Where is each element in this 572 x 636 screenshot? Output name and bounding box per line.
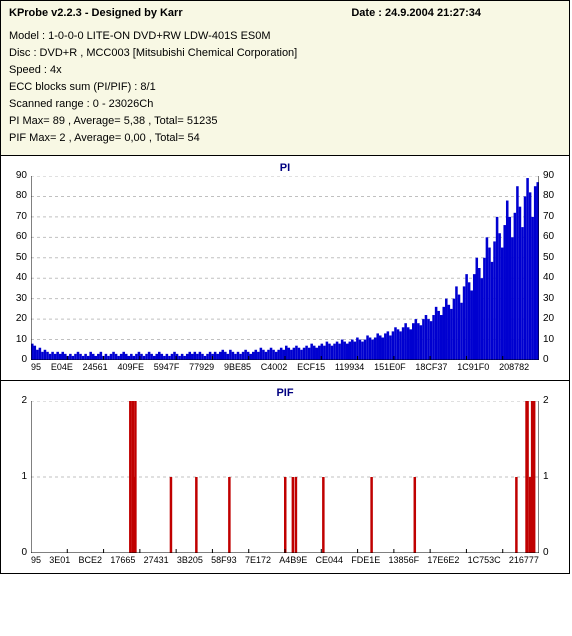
- y-tick-label: 2: [7, 395, 27, 406]
- x-tick-label: 1C91F0: [457, 362, 489, 372]
- x-tick-label: A4B9E: [279, 555, 307, 565]
- y-tick-label: 0: [543, 354, 563, 365]
- x-tick-label: ECF15: [297, 362, 325, 372]
- y-tick-label: 70: [7, 211, 27, 222]
- info-line: Model : 1-0-0-0 LITE-ON DVD+RW LDW-401S …: [9, 28, 561, 45]
- x-tick-label: 3E01: [49, 555, 70, 565]
- y-tick-label: 1: [543, 471, 563, 482]
- x-tick-labels: 95 3E01 BCE2 17665 27431 3B205 58F93 7E172 A4B9E…: [31, 553, 539, 565]
- y-tick-label: 10: [7, 334, 27, 345]
- y-tick-label: 2: [543, 395, 563, 406]
- pif-chart: 001122953E01BCE217665274313B20558F937E17…: [7, 401, 563, 569]
- x-tick-label: 13856F: [389, 555, 420, 565]
- pi-chart-title: PI: [5, 162, 565, 174]
- info-line: Scanned range : 0 - 23026Ch: [9, 96, 561, 113]
- x-tick-labels: 95 E04E 24561 409FE 5947F 77929 9BE85 C4002 ECF1…: [31, 360, 539, 372]
- x-tick-label: 58F93: [211, 555, 237, 565]
- x-tick-label: 24561: [83, 362, 108, 372]
- y-tick-label: 80: [543, 190, 563, 201]
- x-tick-label: 208782: [499, 362, 529, 372]
- x-tick-label: BCE2: [79, 555, 103, 565]
- info-line: Disc : DVD+R , MCC003 [Mitsubishi Chemic…: [9, 45, 561, 62]
- y-tick-label: 40: [543, 272, 563, 283]
- pif-chart-panel: PIF 0 0 1 1 2 2 95 3E01 BCE2 17665 27431 3B205 58F93…: [1, 381, 569, 573]
- x-tick-label: 17665: [110, 555, 135, 565]
- x-tick-label: 95: [31, 555, 41, 565]
- y-tick-label: 10: [543, 334, 563, 345]
- info-line: ECC blocks sum (PI/PIF) : 8/1: [9, 79, 561, 96]
- x-tick-label: FDE1E: [351, 555, 380, 565]
- x-tick-label: 3B205: [177, 555, 203, 565]
- pi-chart: 0010102020303040405050606070708080909095…: [7, 176, 563, 376]
- x-tick-label: 17E6E2: [427, 555, 459, 565]
- x-tick-label: E04E: [51, 362, 73, 372]
- y-tick-label: 30: [543, 293, 563, 304]
- y-tick-label: 50: [543, 252, 563, 263]
- x-tick-label: 409FE: [117, 362, 144, 372]
- y-tick-label: 20: [7, 313, 27, 324]
- scan-date: Date : 24.9.2004 21:27:34: [351, 5, 561, 22]
- x-tick-label: 18CF37: [415, 362, 447, 372]
- y-tick-label: 50: [7, 252, 27, 263]
- app-frame: KProbe v2.2.3 - Designed by Karr Date : …: [0, 0, 570, 574]
- app-title: KProbe v2.2.3 - Designed by Karr: [9, 5, 183, 22]
- info-line: Speed : 4x: [9, 62, 561, 79]
- x-tick-label: CE044: [316, 555, 344, 565]
- x-tick-label: 7E172: [245, 555, 271, 565]
- y-tick-label: 0: [543, 547, 563, 558]
- x-tick-label: 1C753C: [468, 555, 501, 565]
- y-tick-label: 0: [7, 547, 27, 558]
- y-tick-label: 40: [7, 272, 27, 283]
- plot-area: [31, 401, 539, 553]
- plot-area: [31, 176, 539, 360]
- y-tick-label: 80: [7, 190, 27, 201]
- x-tick-label: 216777: [509, 555, 539, 565]
- pif-chart-title: PIF: [5, 387, 565, 399]
- x-tick-label: 77929: [189, 362, 214, 372]
- info-lines: Model : 1-0-0-0 LITE-ON DVD+RW LDW-401S …: [9, 28, 561, 147]
- x-tick-label: 151E0F: [374, 362, 406, 372]
- y-tick-label: 90: [7, 170, 27, 181]
- y-tick-label: 60: [7, 231, 27, 242]
- y-tick-label: 30: [7, 293, 27, 304]
- y-tick-label: 90: [543, 170, 563, 181]
- pi-chart-panel: PI 0 0 10 10 20 20 30 30 40 40 50 50 60 60 70 70 80 80 90 9…: [1, 156, 569, 381]
- info-line: PIF Max= 2 , Average= 0,00 , Total= 54: [9, 130, 561, 147]
- x-tick-label: 119934: [335, 362, 364, 372]
- y-tick-label: 70: [543, 211, 563, 222]
- info-line: PI Max= 89 , Average= 5,38 , Total= 5123…: [9, 113, 561, 130]
- y-tick-label: 20: [543, 313, 563, 324]
- y-tick-label: 1: [7, 471, 27, 482]
- y-tick-label: 0: [7, 354, 27, 365]
- info-panel: KProbe v2.2.3 - Designed by Karr Date : …: [1, 1, 569, 156]
- y-tick-label: 60: [543, 231, 563, 242]
- x-tick-label: 95: [31, 362, 41, 372]
- x-tick-label: 5947F: [154, 362, 180, 372]
- x-tick-label: 27431: [144, 555, 169, 565]
- x-tick-label: 9BE85: [224, 362, 251, 372]
- x-tick-label: C4002: [261, 362, 288, 372]
